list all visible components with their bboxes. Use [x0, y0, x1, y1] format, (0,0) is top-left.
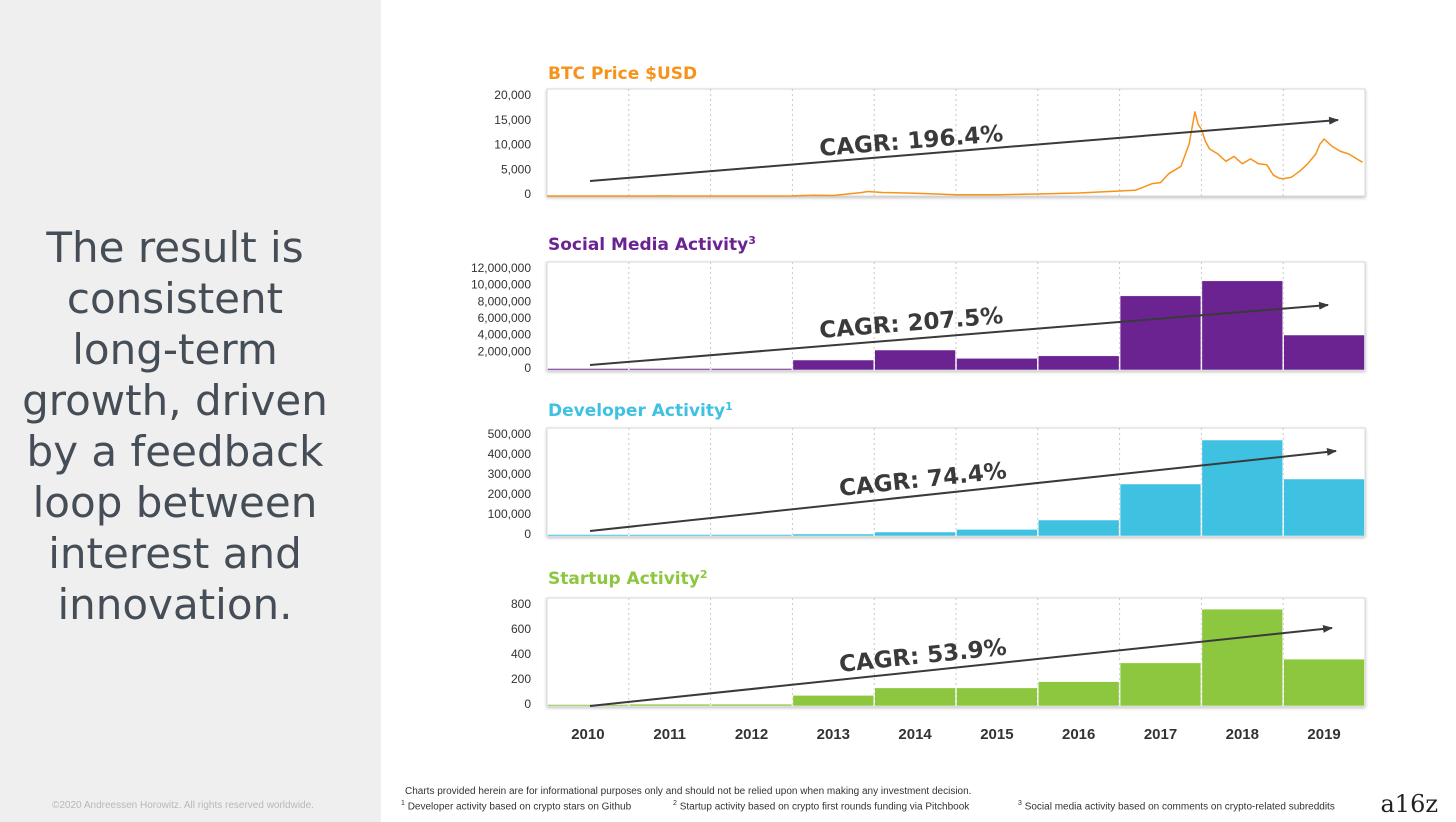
social-bar	[1201, 280, 1283, 371]
social-y-tick-label: 10,000,000	[471, 278, 531, 292]
developer-bar	[710, 534, 793, 537]
social-bar	[956, 358, 1038, 371]
developer-bar	[956, 529, 1038, 537]
developer-bar	[629, 534, 711, 537]
startup-bar	[1201, 608, 1283, 707]
social-y-tick-label: 4,000,000	[478, 328, 532, 342]
btc-price-line	[547, 111, 1363, 197]
social-trend-arrow	[589, 301, 1329, 366]
developer-bar	[547, 534, 629, 537]
developer-trend-arrow	[589, 447, 1337, 532]
btc-chart-title: BTC Price $USD	[548, 64, 697, 84]
footnote-2: 2 Startup activity based on crypto first…	[673, 800, 969, 812]
social-y-tick-label: 8,000,000	[478, 294, 532, 308]
startup-bar	[956, 687, 1038, 707]
x-tick-label: 2011	[653, 726, 686, 743]
social-bar	[792, 359, 874, 371]
x-tick-label: 2019	[1307, 726, 1340, 743]
startup-y-tick-label: 0	[524, 697, 531, 711]
btc-chart-title-text: BTC Price $USD	[548, 64, 698, 84]
social-bar	[710, 368, 793, 371]
footnote-3: 3 Social media activity based on comment…	[1018, 800, 1335, 812]
btc-y-tick-label: 10,000	[494, 138, 531, 152]
social-y-tick-label: 0	[524, 361, 531, 375]
startup-bar	[1038, 681, 1120, 707]
footnote-1-text: Developer activity based on crypto stars…	[407, 801, 632, 813]
social-bar	[1119, 295, 1202, 371]
developer-y-tick-label: 100,000	[488, 507, 532, 521]
social-bar	[547, 368, 629, 371]
footnote-2-num: 2	[673, 800, 677, 807]
developer-bar	[1201, 439, 1283, 537]
startup-bar	[792, 695, 874, 707]
x-tick-label: 2015	[980, 726, 1013, 743]
btc-y-tick-label: 15,000	[494, 113, 531, 127]
developer-bar	[792, 533, 874, 537]
startup-chart-title-text: Startup Activity	[548, 569, 700, 589]
social-bar	[874, 349, 956, 371]
footnote-1: 1 Developer activity based on crypto sta…	[401, 800, 631, 812]
x-tick-label: 2010	[571, 726, 604, 743]
social-media-chart: 12,000,000 10,000,000 8,000,000 6,000,000 4,…	[471, 261, 1366, 375]
social-chart-footnote-mark: 3	[748, 234, 756, 247]
developer-y-tick-label: 0	[524, 527, 531, 541]
developer-bar	[1283, 478, 1365, 537]
btc-trend-arrow	[589, 116, 1339, 182]
developer-y-tick-label: 500,000	[488, 427, 532, 441]
x-tick-label: 2012	[735, 726, 768, 743]
startup-bar	[1283, 658, 1365, 707]
copyright: ©2020 Andreessen Horowitz. All rights re…	[52, 800, 314, 811]
footnote-2-text: Startup activity based on crypto first r…	[679, 801, 970, 813]
x-tick-label: 2017	[1144, 726, 1177, 743]
startup-bar	[547, 704, 629, 707]
x-tick-label: 2018	[1226, 726, 1259, 743]
developer-chart-footnote-mark: 1	[725, 400, 733, 413]
startup-chart-footnote-mark: 2	[699, 568, 708, 581]
startup-bar	[874, 687, 956, 707]
startup-bar	[629, 703, 711, 707]
startup-bar	[710, 703, 793, 707]
social-bar	[629, 368, 711, 371]
startup-y-tick-label: 200	[511, 672, 531, 686]
headline: The result is consistent long-term growt…	[22, 223, 328, 629]
startup-bar	[1119, 662, 1202, 707]
social-chart-title: Social Media Activity3	[548, 234, 756, 255]
a16z-logo: a16z	[1380, 790, 1439, 818]
social-y-tick-label: 12,000,000	[471, 261, 531, 275]
developer-y-tick-label: 400,000	[488, 447, 532, 461]
social-bar	[1283, 334, 1365, 371]
disclaimer: Charts provided herein are for informati…	[405, 786, 972, 797]
btc-y-tick-label: 5,000	[501, 162, 531, 176]
left-panel	[0, 0, 381, 822]
startup-y-tick-label: 400	[511, 647, 531, 661]
startup-chart-title: Startup Activity2	[548, 568, 708, 589]
btc-y-tick-label: 0	[524, 187, 531, 201]
developer-y-tick-label: 300,000	[488, 467, 532, 481]
social-chart-title-text: Social Media Activity	[548, 235, 749, 255]
btc-plot-area	[546, 88, 1366, 197]
developer-y-tick-label: 200,000	[488, 487, 532, 501]
startup-trend-arrow	[589, 624, 1333, 707]
developer-bar	[874, 531, 956, 537]
footnote-3-text: Social media activity based on comments …	[1024, 801, 1335, 813]
x-tick-label: 2013	[817, 726, 850, 743]
social-y-tick-label: 2,000,000	[478, 344, 532, 358]
startup-y-tick-label: 600	[511, 622, 531, 636]
social-bar	[1038, 355, 1120, 371]
startup-y-tick-label: 800	[511, 597, 531, 611]
developer-activity-chart: 500,000400,000300,000200,000100,0000CAGR…	[488, 427, 1366, 541]
developer-chart-title: Developer Activity1	[548, 400, 733, 421]
footnote-3-num: 3	[1018, 800, 1022, 807]
developer-bar	[1119, 483, 1202, 537]
btc-y-tick-label: 20,000	[494, 88, 531, 102]
x-tick-label: 2016	[1062, 726, 1095, 743]
social-y-tick-label: 6,000,000	[478, 311, 532, 325]
developer-chart-title-text: Developer Activity	[548, 401, 726, 421]
footnote-1-num: 1	[401, 800, 405, 807]
x-tick-label: 2014	[898, 726, 932, 743]
developer-bar	[1038, 519, 1120, 537]
